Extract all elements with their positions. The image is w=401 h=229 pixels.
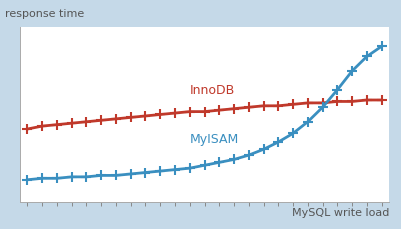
Text: MyISAM: MyISAM [190,133,239,146]
Text: MySQL write load: MySQL write load [292,208,389,218]
Text: InnoDB: InnoDB [190,84,235,97]
Text: response time: response time [5,9,85,19]
